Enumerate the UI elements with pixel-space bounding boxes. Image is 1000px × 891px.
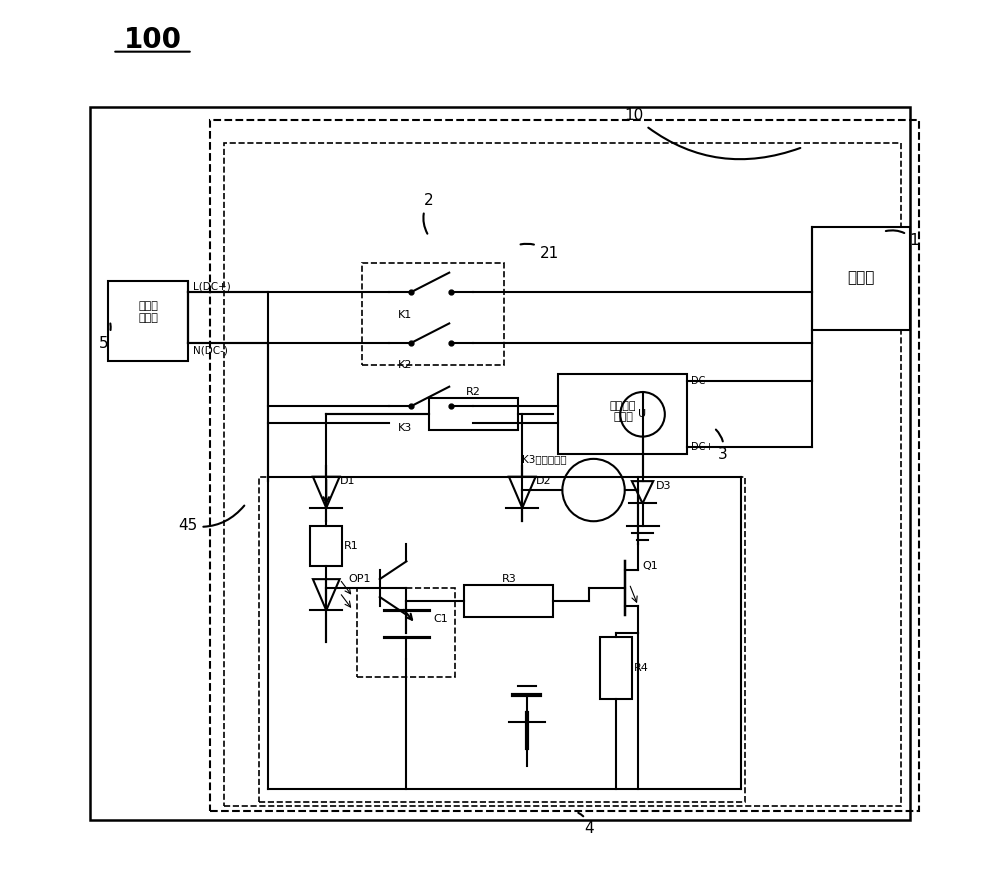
Text: D1: D1 <box>340 476 355 486</box>
Text: C1: C1 <box>433 614 448 625</box>
Text: K3继电器线圈: K3继电器线圈 <box>522 454 567 464</box>
Text: 2: 2 <box>423 193 434 233</box>
Text: K2: K2 <box>398 360 412 371</box>
Text: R2: R2 <box>466 387 481 397</box>
Text: 1: 1 <box>886 231 919 248</box>
Bar <box>600 637 632 699</box>
Text: 4: 4 <box>578 813 594 836</box>
Text: D2: D2 <box>536 476 551 486</box>
Text: 10: 10 <box>624 109 800 159</box>
Text: D3: D3 <box>656 480 671 491</box>
Text: 车载充放
电装置: 车载充放 电装置 <box>610 401 636 422</box>
Bar <box>90 107 910 820</box>
Bar <box>224 143 901 806</box>
Bar <box>429 398 518 430</box>
Text: R1: R1 <box>344 541 359 551</box>
Text: 100: 100 <box>124 26 182 54</box>
Text: 45: 45 <box>179 505 244 533</box>
Text: Q1: Q1 <box>643 560 658 571</box>
Bar <box>812 227 910 330</box>
Text: 21: 21 <box>521 244 559 261</box>
Bar <box>357 588 455 677</box>
Text: DC+: DC+ <box>691 442 713 453</box>
Text: N(DC-): N(DC-) <box>193 345 227 356</box>
Text: K1: K1 <box>398 309 412 320</box>
Text: 电池包: 电池包 <box>847 271 875 285</box>
Bar <box>464 585 553 617</box>
Text: OP1: OP1 <box>349 574 371 584</box>
Bar <box>210 120 919 811</box>
Text: R3: R3 <box>502 574 516 584</box>
Text: R4: R4 <box>634 663 649 674</box>
Text: 车载充
电插座: 车载充 电插座 <box>138 301 158 323</box>
Bar <box>310 526 342 566</box>
Text: DC-: DC- <box>691 376 709 387</box>
Text: 3: 3 <box>716 429 728 462</box>
Text: 5: 5 <box>99 323 111 350</box>
Text: U: U <box>638 409 647 420</box>
Text: K3: K3 <box>398 422 412 433</box>
Bar <box>362 263 504 365</box>
Text: L(DC+): L(DC+) <box>193 281 230 291</box>
Bar <box>259 477 745 802</box>
Bar <box>558 374 687 454</box>
Bar <box>108 281 188 361</box>
